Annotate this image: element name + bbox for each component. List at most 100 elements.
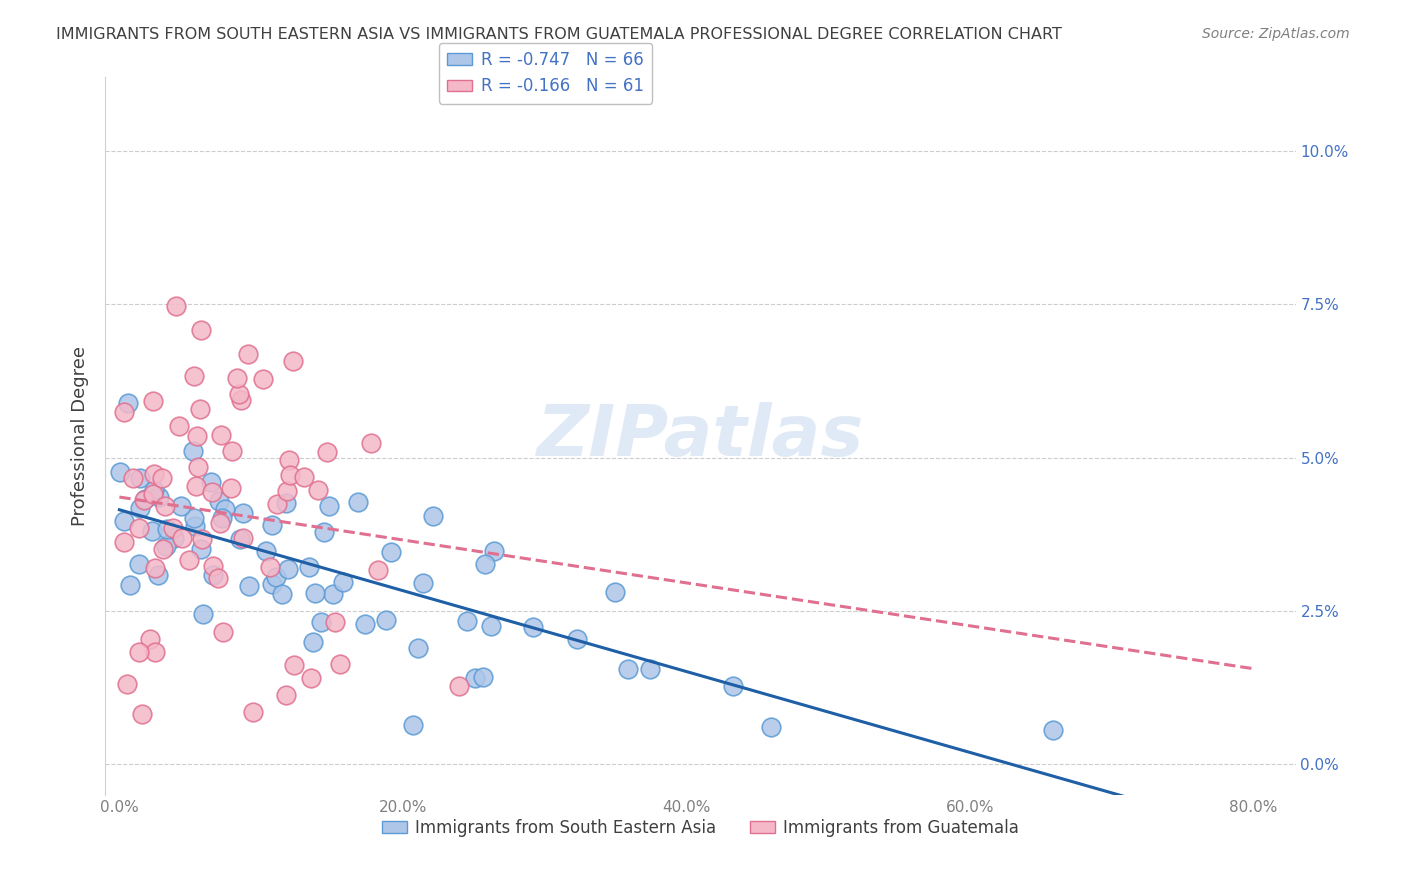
Point xyxy=(110,466,132,480)
Point xyxy=(179,553,201,567)
Point xyxy=(122,471,145,485)
Point xyxy=(214,501,236,516)
Point xyxy=(229,532,252,546)
Point xyxy=(141,524,163,538)
Point xyxy=(226,371,249,385)
Point xyxy=(260,517,283,532)
Point xyxy=(128,500,150,515)
Point xyxy=(207,571,229,585)
Point xyxy=(603,585,626,599)
Point xyxy=(406,641,429,656)
Point xyxy=(112,514,135,528)
Point xyxy=(298,560,321,574)
Text: Source: ZipAtlas.com: Source: ZipAtlas.com xyxy=(1202,27,1350,41)
Point xyxy=(277,562,299,576)
Point xyxy=(139,632,162,646)
Point xyxy=(208,493,231,508)
Point xyxy=(242,705,264,719)
Point xyxy=(143,483,166,498)
Point xyxy=(759,720,782,734)
Point xyxy=(276,688,298,702)
Point xyxy=(187,460,209,475)
Point xyxy=(201,484,224,499)
Point xyxy=(422,508,444,523)
Point xyxy=(162,531,184,545)
Point xyxy=(128,645,150,659)
Point xyxy=(148,490,170,504)
Point xyxy=(522,620,544,634)
Point xyxy=(402,718,425,732)
Point xyxy=(183,368,205,383)
Point xyxy=(146,568,169,582)
Point xyxy=(131,706,153,721)
Point xyxy=(640,662,662,676)
Point xyxy=(162,521,184,535)
Point xyxy=(184,519,207,533)
Point xyxy=(143,467,166,482)
Point xyxy=(484,544,506,558)
Point xyxy=(271,587,294,601)
Point xyxy=(128,557,150,571)
Point xyxy=(276,483,298,498)
Point xyxy=(112,405,135,419)
Point xyxy=(211,511,233,525)
Point xyxy=(128,521,150,535)
Point xyxy=(380,545,402,559)
Point xyxy=(221,443,243,458)
Point xyxy=(117,677,139,691)
Point xyxy=(232,531,254,545)
Point xyxy=(155,522,177,536)
Point xyxy=(142,486,165,500)
Point xyxy=(132,492,155,507)
Point xyxy=(292,469,315,483)
Point xyxy=(266,497,288,511)
Legend: Immigrants from South Eastern Asia, Immigrants from Guatemala: Immigrants from South Eastern Asia, Immi… xyxy=(375,813,1025,844)
Point xyxy=(211,624,233,639)
Point xyxy=(190,542,212,557)
Point xyxy=(262,576,284,591)
Point xyxy=(323,615,346,629)
Point xyxy=(346,495,368,509)
Point xyxy=(172,531,194,545)
Point xyxy=(181,444,204,458)
Point xyxy=(474,557,496,571)
Point xyxy=(238,579,260,593)
Text: ZIPatlas: ZIPatlas xyxy=(537,401,865,471)
Point xyxy=(129,471,152,485)
Point xyxy=(165,299,187,313)
Point xyxy=(142,393,165,408)
Point xyxy=(617,662,640,676)
Point xyxy=(134,492,156,507)
Point xyxy=(232,506,254,520)
Point xyxy=(412,575,434,590)
Point xyxy=(274,496,297,510)
Point xyxy=(150,471,173,485)
Point xyxy=(112,535,135,549)
Point xyxy=(354,616,377,631)
Point xyxy=(145,561,167,575)
Point xyxy=(190,323,212,337)
Point xyxy=(208,516,231,531)
Point xyxy=(464,671,486,685)
Point xyxy=(447,679,470,693)
Point xyxy=(472,669,495,683)
Point xyxy=(200,475,222,489)
Point xyxy=(229,393,252,408)
Point xyxy=(186,479,208,493)
Point xyxy=(567,632,589,647)
Point xyxy=(318,499,340,513)
Point xyxy=(329,657,352,671)
Point xyxy=(374,613,396,627)
Point xyxy=(201,558,224,573)
Point xyxy=(456,615,478,629)
Point xyxy=(367,563,389,577)
Point xyxy=(191,607,214,621)
Point xyxy=(183,511,205,525)
Point xyxy=(191,532,214,546)
Point xyxy=(238,347,260,361)
Point xyxy=(1042,723,1064,738)
Point xyxy=(304,586,326,600)
Point xyxy=(315,445,337,459)
Point xyxy=(202,568,225,582)
Point xyxy=(280,467,302,482)
